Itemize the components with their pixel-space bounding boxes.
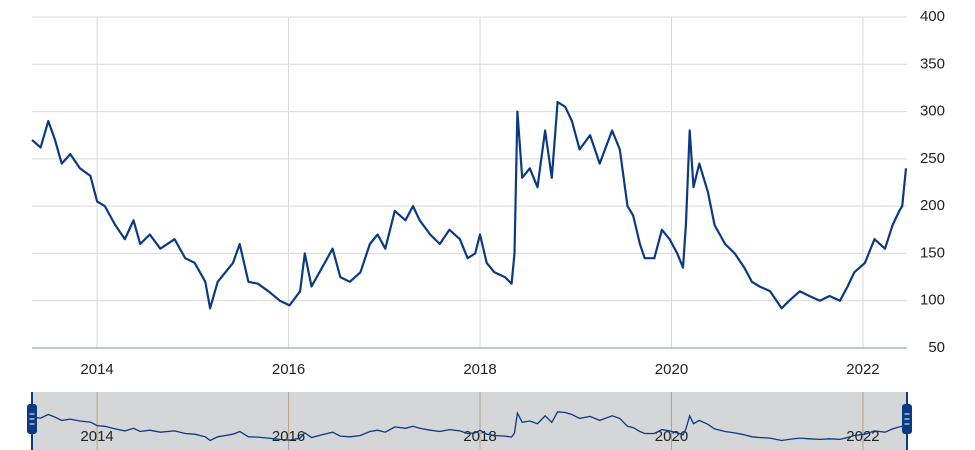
- x-tick-label: 2020: [655, 361, 688, 378]
- navigator-background: [32, 392, 907, 450]
- y-tick-label: 150: [920, 244, 945, 261]
- y-tick-label: 200: [920, 197, 945, 214]
- navigator-tick-label: 2014: [80, 428, 113, 445]
- y-tick-label: 300: [920, 103, 945, 120]
- navigator-tick-label: 2020: [655, 428, 688, 445]
- navigator-tick-label: 2018: [463, 428, 496, 445]
- y-tick-label: 50: [928, 339, 945, 356]
- y-tick-label: 250: [920, 150, 945, 167]
- x-tick-label: 2016: [272, 361, 305, 378]
- y-tick-label: 100: [920, 292, 945, 309]
- y-tick-label: 350: [920, 55, 945, 72]
- plot-area: 50 100 150 200 250 300 350 400 2014 2016 2018 2020 2…: [31, 8, 945, 378]
- y-tick-label: 400: [920, 8, 945, 25]
- navigator: 2014 2016 2018 2020 2022: [27, 392, 912, 450]
- x-tick-label: 2018: [463, 361, 496, 378]
- x-tick-label: 2014: [80, 361, 113, 378]
- navigator-tick-label: 2016: [272, 428, 305, 445]
- x-tick-label: 2022: [846, 361, 879, 378]
- price-line: [31, 101, 908, 310]
- navigator-line: [31, 411, 907, 442]
